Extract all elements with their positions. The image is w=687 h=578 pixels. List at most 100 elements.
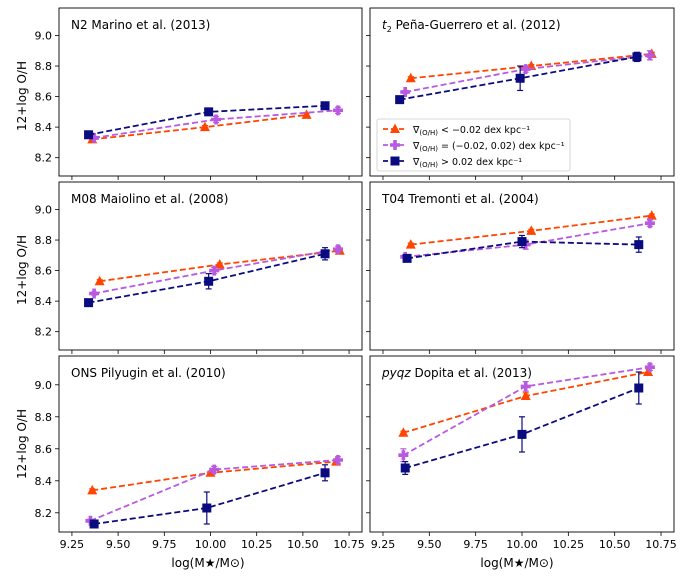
data-point	[301, 109, 312, 119]
x-tick-label: 10.25	[553, 538, 585, 551]
data-point	[89, 132, 100, 143]
legend-nabla: ∇	[412, 157, 420, 168]
x-tick-label: 10.00	[195, 538, 227, 551]
panel-title: T04 Tremonti et al. (2004)	[381, 192, 539, 206]
series-mid	[89, 105, 343, 143]
x-axis-label: log(M★/M⊙)	[480, 556, 553, 570]
y-tick-label: 8.2	[35, 152, 53, 165]
panel-6: 9.25 9.50 9.75 10.00 10.25 10.50 10.75 pyqz Dop…	[366, 355, 677, 551]
x-tick-label: 9.50	[106, 538, 131, 551]
y-tick-label: 8.8	[35, 234, 53, 247]
legend-label: ∇(O/H) < −0.02 dex kpc⁻¹	[412, 125, 530, 137]
series-mid	[400, 218, 655, 262]
data-point	[644, 50, 655, 61]
data-point	[204, 107, 214, 117]
y-tick-label: 9.0	[35, 379, 53, 392]
data-point	[405, 72, 416, 83]
data-point	[89, 519, 99, 529]
panel-title: M08 Maiolino et al. (2008)	[71, 192, 228, 206]
panel-1: 8.2 8.4 8.6 8.8 9.0 N2 Marino et al. (2013)	[35, 7, 363, 180]
panel-frame	[58, 7, 363, 177]
legend-sub: (O/H)	[419, 145, 438, 153]
data-point	[398, 427, 409, 437]
series-line	[90, 459, 339, 522]
series-mid	[400, 50, 655, 97]
legend: ∇(O/H) < −0.02 dex kpc⁻¹∇(O/H) = (−0.02,…	[376, 118, 571, 172]
y-tick-label: 8.6	[35, 443, 53, 456]
x-tick-label: 9.25	[60, 538, 85, 551]
data-point	[644, 218, 655, 229]
series-line	[406, 240, 639, 260]
data-point	[517, 429, 527, 439]
legend-text: < −0.02 dex kpc⁻¹	[438, 125, 530, 136]
panel-title: pyqz Dopita et al. (2013)	[381, 366, 532, 380]
y-tick-label: 8.4	[35, 121, 53, 134]
legend-box	[376, 118, 571, 172]
data-point	[526, 225, 537, 235]
data-point	[209, 464, 220, 475]
panel-3: 8.2 8.4 8.6 8.8 9.0 M08 Maiolino et al. (2008…	[35, 181, 363, 354]
series-mid	[85, 455, 343, 526]
legend-marker	[390, 123, 400, 133]
x-tick-label: 9.50	[417, 538, 442, 551]
series-mid	[89, 244, 343, 299]
series-high	[400, 371, 644, 475]
y-axis-label: 12+log O/H	[15, 409, 29, 479]
y-tick-label: 8.2	[35, 326, 53, 339]
panel-5: 8.2 8.4 8.6 8.8 9.0 9.25 9.50 9.75 10.00 10.25 10.…	[35, 355, 365, 551]
x-axis-label: log(M★/M⊙)	[171, 556, 244, 570]
y-tick-label: 9.0	[35, 203, 53, 216]
data-point	[517, 237, 527, 247]
data-point	[214, 258, 225, 269]
data-point	[520, 64, 531, 75]
series-high	[84, 247, 330, 308]
series-low	[405, 48, 657, 83]
y-tick-label: 8.6	[35, 91, 53, 104]
y-tick-label: 8.4	[35, 475, 53, 488]
panel-title-sub: 2	[387, 25, 392, 34]
data-point	[199, 121, 210, 132]
series-line	[93, 109, 339, 139]
panel-title: t2 Peña-Guerrero et al. (2012)	[382, 18, 561, 34]
data-point	[402, 253, 412, 263]
legend-marker	[390, 140, 401, 150]
data-point	[209, 265, 220, 276]
series-low	[405, 210, 657, 249]
data-point	[634, 240, 644, 250]
panel-4: T04 Tremonti et al. (2004)	[366, 181, 675, 354]
data-point	[84, 298, 94, 308]
data-point	[395, 95, 405, 105]
data-point	[400, 87, 411, 97]
legend-sub: (O/H)	[419, 161, 438, 169]
series-low	[87, 456, 342, 495]
data-point	[644, 362, 655, 373]
data-point	[332, 455, 343, 466]
series-low	[94, 245, 345, 286]
data-point	[398, 450, 409, 461]
y-tick-label: 8.6	[35, 265, 53, 278]
series-line	[93, 471, 326, 525]
data-point	[332, 105, 343, 116]
panel-title-italic: t	[382, 18, 388, 32]
data-point	[320, 468, 330, 478]
y-axis-label: 12+log O/H	[15, 61, 29, 131]
legend-marker	[390, 156, 400, 166]
data-point	[632, 52, 642, 62]
data-point	[643, 366, 654, 376]
data-point	[520, 381, 531, 392]
x-tick-label: 9.25	[371, 538, 396, 551]
x-tick-label: 9.75	[463, 538, 488, 551]
x-tick-label: 10.00	[506, 538, 538, 551]
series-high	[395, 51, 642, 105]
x-tick-label: 10.25	[241, 538, 273, 551]
series-high	[89, 464, 330, 529]
series-mid	[398, 362, 655, 463]
panel-grid: 8.2 8.4 8.6 8.8 9.0 N2 Marino et al. (2013) t2…	[35, 7, 677, 551]
x-tick-label: 9.75	[152, 538, 177, 551]
panel-title-rest: Peña-Guerrero et al. (2012)	[392, 18, 561, 32]
legend-nabla: ∇	[412, 141, 420, 152]
x-tick-label: 10.75	[645, 538, 677, 551]
data-point	[211, 114, 222, 125]
data-point	[520, 390, 531, 400]
y-tick-label: 8.8	[35, 60, 53, 73]
